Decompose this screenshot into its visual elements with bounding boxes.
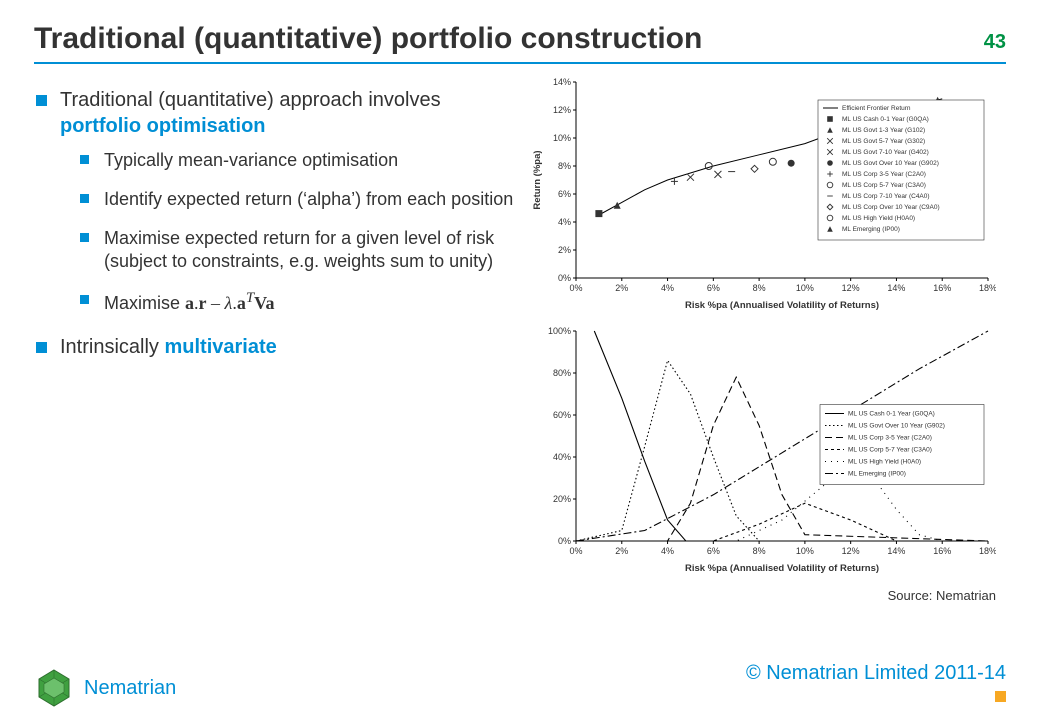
svg-text:Risk %pa (Annualised Volatilit: Risk %pa (Annualised Volatility of Retur… — [685, 563, 879, 574]
svg-text:12%: 12% — [553, 105, 571, 115]
svg-text:0%: 0% — [569, 283, 582, 293]
footer-right: © Nematrian Limited 2011-14 — [746, 662, 1006, 708]
text-column: Traditional (quantitative) approach invo… — [34, 74, 514, 603]
chart-bottom-svg: 0% 20% 40% 60% 80% 100% 0% 2% 4% 6% 8% 10% 12% 14% 16%… — [526, 323, 996, 575]
svg-text:4%: 4% — [558, 217, 571, 227]
svg-text:12%: 12% — [842, 283, 860, 293]
bullet-list: Traditional (quantitative) approach invo… — [34, 88, 514, 361]
svg-text:ML US Govt Over 10 Year (G902): ML US Govt Over 10 Year (G902) — [842, 160, 939, 167]
svg-text:ML US Corp 3-5 Year (C2A0): ML US Corp 3-5 Year (C2A0) — [848, 435, 932, 442]
svg-text:14%: 14% — [887, 546, 905, 556]
title-row: Traditional (quantitative) portfolio con… — [34, 22, 1006, 64]
svg-text:ML US Cash 0-1 Year (G0QA): ML US Cash 0-1 Year (G0QA) — [848, 411, 935, 418]
orange-square-icon — [995, 691, 1006, 702]
svg-text:8%: 8% — [753, 546, 766, 556]
svg-text:16%: 16% — [933, 546, 951, 556]
sub-bullet-1: Typically mean-variance optimisation — [80, 149, 514, 172]
slide: Traditional (quantitative) portfolio con… — [0, 0, 1040, 720]
chart-top-svg: 0% 2% 4% 6% 8% 10% 12% 14% 0% 2% 4% 6% 8% 10% 12% 14% 16… — [526, 74, 996, 312]
svg-text:2%: 2% — [558, 245, 571, 255]
svg-text:100%: 100% — [548, 326, 571, 336]
svg-text:4%: 4% — [661, 283, 674, 293]
svg-text:8%: 8% — [753, 283, 766, 293]
svg-text:ML Emerging (IP00): ML Emerging (IP00) — [848, 471, 906, 478]
svg-text:40%: 40% — [553, 452, 571, 462]
svg-text:ML US Corp 7-10 Year (C4A0): ML US Corp 7-10 Year (C4A0) — [842, 193, 930, 200]
chart-column: 0% 2% 4% 6% 8% 10% 12% 14% 0% 2% 4% 6% 8% 10% 12% 14% 16… — [526, 74, 996, 603]
svg-text:ML US Corp 5-7 Year (C3A0): ML US Corp 5-7 Year (C3A0) — [842, 182, 926, 189]
svg-text:12%: 12% — [842, 546, 860, 556]
svg-text:ML US Corp Over 10 Year (C9A0): ML US Corp Over 10 Year (C9A0) — [842, 204, 940, 211]
bullet-1-text: Traditional (quantitative) approach invo… — [60, 89, 441, 111]
bullet-1-highlight: portfolio optimisation — [60, 115, 266, 137]
svg-text:6%: 6% — [558, 189, 571, 199]
svg-text:8%: 8% — [558, 161, 571, 171]
bullet-2: Intrinsically multivariate — [34, 335, 514, 361]
svg-text:10%: 10% — [553, 133, 571, 143]
bullet-2-highlight: multivariate — [164, 336, 276, 358]
content-area: Traditional (quantitative) approach invo… — [34, 74, 1006, 603]
chart-source: Source: Nematrian — [526, 588, 996, 603]
sub-list: Typically mean-variance optimisation Ide… — [60, 149, 514, 315]
svg-text:ML US Cash 0-1 Year (G0QA): ML US Cash 0-1 Year (G0QA) — [842, 116, 929, 123]
svg-text:20%: 20% — [553, 494, 571, 504]
sub-bullet-3: Maximise expected return for a given lev… — [80, 227, 514, 273]
svg-text:ML US High Yield (H0A0): ML US High Yield (H0A0) — [842, 215, 915, 222]
svg-text:0%: 0% — [558, 273, 571, 283]
svg-text:14%: 14% — [887, 283, 905, 293]
svg-text:0%: 0% — [569, 546, 582, 556]
svg-text:4%: 4% — [661, 546, 674, 556]
slide-title: Traditional (quantitative) portfolio con… — [34, 22, 702, 56]
svg-text:ML US Govt 7-10 Year (G402): ML US Govt 7-10 Year (G402) — [842, 149, 929, 156]
svg-text:18%: 18% — [979, 283, 996, 293]
footer: Nematrian © Nematrian Limited 2011-14 — [34, 662, 1006, 708]
svg-text:6%: 6% — [707, 546, 720, 556]
footer-brand: Nematrian — [84, 677, 176, 700]
svg-text:ML US Corp 5-7 Year (C3A0): ML US Corp 5-7 Year (C3A0) — [848, 447, 932, 454]
svg-text:Return (%pa): Return (%pa) — [532, 150, 543, 209]
svg-text:ML US Govt 1-3 Year (G102): ML US Govt 1-3 Year (G102) — [842, 127, 925, 134]
bullet-1: Traditional (quantitative) approach invo… — [34, 88, 514, 315]
svg-text:ML US Govt Over 10 Year (G902): ML US Govt Over 10 Year (G902) — [848, 423, 945, 430]
svg-text:0%: 0% — [558, 536, 571, 546]
sub-bullet-2: Identify expected return (‘alpha’) from … — [80, 188, 514, 211]
svg-text:18%: 18% — [979, 546, 996, 556]
svg-text:14%: 14% — [553, 77, 571, 87]
svg-text:16%: 16% — [933, 283, 951, 293]
svg-text:10%: 10% — [796, 546, 814, 556]
sub-bullet-4: Maximise a.r – λ.aTVa — [80, 289, 514, 315]
footer-copyright: © Nematrian Limited 2011-14 — [746, 662, 1006, 685]
logo-icon — [34, 668, 74, 708]
svg-text:80%: 80% — [553, 368, 571, 378]
page-number: 43 — [984, 31, 1006, 54]
chart-top: 0% 2% 4% 6% 8% 10% 12% 14% 0% 2% 4% 6% 8% 10% 12% 14% 16… — [526, 74, 996, 317]
svg-text:ML US Corp 3-5 Year (C2A0): ML US Corp 3-5 Year (C2A0) — [842, 171, 926, 178]
chart-bottom: 0% 20% 40% 60% 80% 100% 0% 2% 4% 6% 8% 10% 12% 14% 16%… — [526, 323, 996, 580]
formula: a.r – λ.aTVa — [185, 293, 275, 313]
svg-text:ML Emerging (IP00): ML Emerging (IP00) — [842, 226, 900, 233]
footer-left: Nematrian — [34, 668, 176, 708]
sub-4-prefix: Maximise — [104, 293, 185, 313]
svg-text:2%: 2% — [615, 546, 628, 556]
svg-text:2%: 2% — [615, 283, 628, 293]
svg-text:10%: 10% — [796, 283, 814, 293]
svg-text:Risk %pa (Annualised Volatilit: Risk %pa (Annualised Volatility of Retur… — [685, 300, 879, 311]
svg-text:ML US Govt 5-7 Year (G302): ML US Govt 5-7 Year (G302) — [842, 138, 925, 145]
svg-text:Efficient Frontier Return: Efficient Frontier Return — [842, 105, 911, 112]
svg-text:60%: 60% — [553, 410, 571, 420]
svg-text:ML US High Yield (H0A0): ML US High Yield (H0A0) — [848, 459, 921, 466]
svg-text:6%: 6% — [707, 283, 720, 293]
bullet-2-text: Intrinsically — [60, 336, 164, 358]
